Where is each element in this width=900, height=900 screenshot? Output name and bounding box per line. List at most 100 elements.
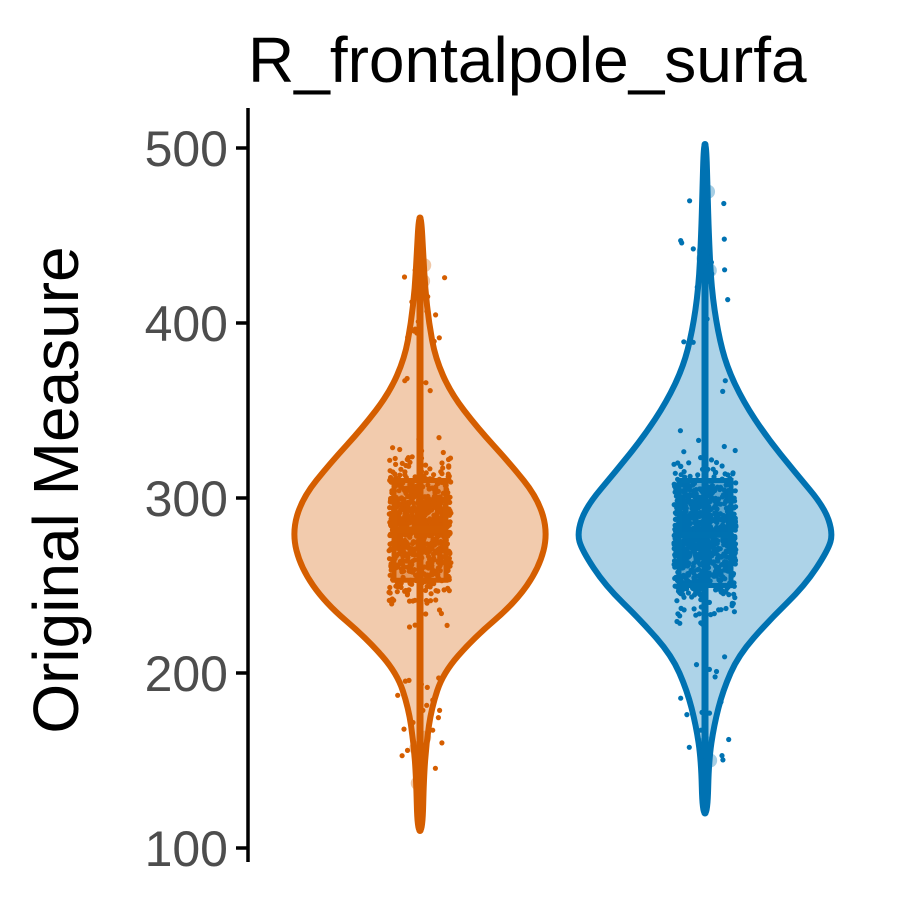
data-point [402,678,408,684]
data-point [438,516,444,523]
data-point [733,480,739,486]
data-point [390,445,396,451]
data-point [393,461,399,467]
data-point [721,443,727,450]
data-point [681,339,687,345]
data-point [678,472,684,478]
data-point [685,590,692,596]
data-point [387,477,393,483]
outlier-point [699,736,714,750]
data-point [412,622,418,628]
data-point [399,521,405,527]
data-point [401,726,407,732]
data-point [397,558,403,565]
data-point [679,240,685,246]
data-point [404,456,410,463]
data-point [401,274,408,280]
data-point [716,607,722,613]
data-point [439,460,445,466]
data-point [448,479,454,485]
data-point [708,457,715,463]
data-point [722,378,728,384]
data-point [444,622,450,629]
data-point [432,568,439,574]
data-point [398,546,404,553]
data-point [430,727,436,733]
data-point [424,684,430,691]
data-point [447,509,453,515]
data-point [405,558,411,564]
data-point [437,494,443,500]
data-point [432,504,438,510]
data-point [690,246,696,252]
data-point [730,470,736,476]
outlier-point [702,263,717,278]
data-point [398,503,404,510]
data-point [732,447,738,454]
data-point [684,712,690,718]
data-point [405,334,411,340]
data-point [433,312,439,318]
data-point [387,590,393,596]
data-point [425,510,431,516]
y-tick-label: 500 [145,121,228,177]
outlier-point [703,753,718,768]
data-point [677,428,684,434]
data-point [732,595,738,601]
data-point [423,380,429,386]
outlier-point [413,284,428,299]
data-point [398,566,405,572]
data-point [671,558,678,564]
outlier-point [417,730,432,745]
data-point [713,459,720,466]
data-point [431,338,437,344]
data-point [720,388,726,394]
data-point [423,462,429,468]
data-point [396,551,402,557]
data-point [688,330,694,336]
data-point [397,446,403,453]
data-point [404,592,410,598]
data-point [412,557,418,563]
data-point [713,469,719,475]
data-point [436,435,442,441]
chart-title: R_frontalpole_surfa [248,24,807,96]
data-point [722,267,728,273]
data-point [412,552,418,558]
data-point [426,498,432,504]
data-point [447,494,453,500]
data-point [696,437,702,443]
data-point [411,328,417,334]
data-point [431,557,437,563]
outlier-point [701,184,716,199]
data-point [713,668,720,675]
outlier-point [409,741,424,756]
data-point [398,466,404,472]
data-point [712,674,718,680]
data-point [687,198,693,204]
data-point [733,504,739,510]
y-axis-label: Original Measure [20,246,92,733]
data-point [410,719,416,726]
data-point [438,499,444,505]
data-point [686,460,692,466]
data-point [423,470,429,476]
data-point [386,597,392,604]
data-point [432,765,438,771]
data-point [404,747,411,754]
data-point [719,753,725,759]
data-point [689,594,695,600]
data-point [433,597,439,603]
data-point [426,545,432,551]
data-point [398,584,404,591]
data-point [431,512,437,519]
data-point [404,375,410,382]
data-point [430,531,436,537]
data-point [423,572,429,579]
data-point [718,699,724,705]
data-point [674,618,680,625]
data-point [720,757,726,763]
data-point [387,572,393,578]
data-point [396,488,402,494]
